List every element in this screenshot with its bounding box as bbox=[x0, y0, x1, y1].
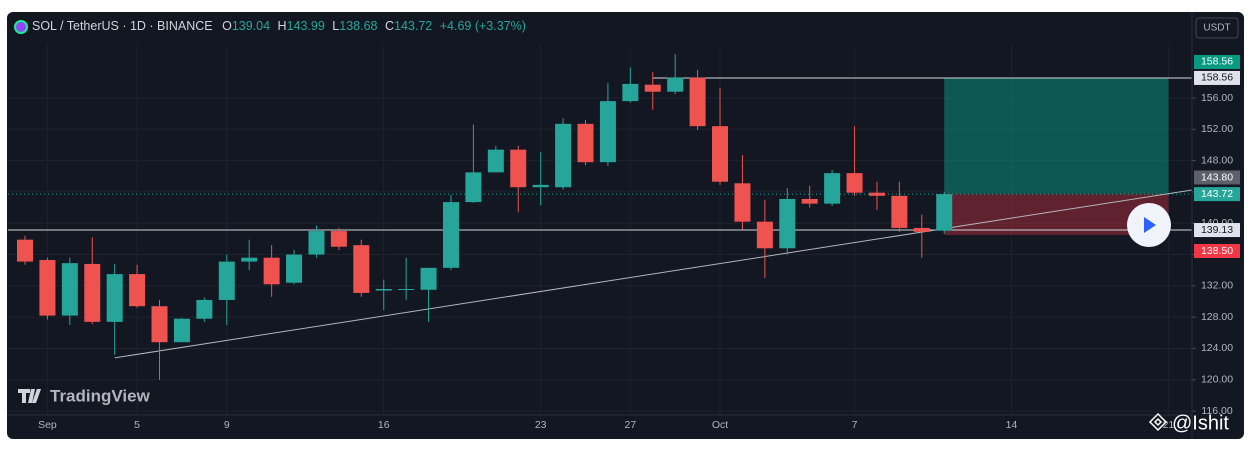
y-tick-label: 116.00 bbox=[1201, 405, 1232, 417]
x-tick-label: 23 bbox=[535, 419, 547, 431]
currency[interactable]: USDT bbox=[1203, 23, 1230, 34]
ohlc-label: H bbox=[278, 19, 287, 33]
change: +4.69 (+3.37%) bbox=[440, 19, 526, 33]
candle-body bbox=[936, 194, 953, 231]
price-tag bbox=[1194, 243, 1240, 258]
price-tag-label: 143.72 bbox=[1201, 188, 1233, 200]
play-icon[interactable] bbox=[1144, 217, 1156, 233]
candle-body bbox=[689, 77, 706, 127]
price-tag bbox=[1194, 223, 1240, 238]
brand: TradingView bbox=[18, 386, 151, 405]
candle-body bbox=[465, 172, 482, 203]
brand-name: TradingView bbox=[50, 386, 151, 405]
candle-body bbox=[398, 288, 415, 290]
x-tick-label: 21 bbox=[1163, 419, 1175, 431]
price-tag bbox=[1194, 187, 1240, 202]
candle-body bbox=[420, 267, 437, 290]
candle-body bbox=[173, 318, 190, 343]
candle-body bbox=[308, 231, 325, 255]
price-tag-label: 158.56 bbox=[1201, 56, 1233, 68]
candle-body bbox=[84, 263, 101, 322]
candle-body bbox=[868, 192, 885, 196]
currency-button[interactable] bbox=[1195, 17, 1239, 39]
candle-body bbox=[756, 221, 773, 249]
plot-area bbox=[8, 45, 1193, 415]
price-tag-label: 158.56 bbox=[1201, 72, 1233, 84]
price-tag-label: 143.80 bbox=[1201, 171, 1233, 183]
trendline bbox=[114, 189, 1193, 359]
y-tick-label: 148.00 bbox=[1201, 154, 1233, 166]
y-tick-label: 120.00 bbox=[1201, 374, 1233, 386]
price-tag bbox=[1194, 170, 1240, 185]
candle-body bbox=[712, 126, 729, 182]
x-tick-label: 14 bbox=[1006, 419, 1018, 431]
candle-body bbox=[734, 183, 751, 222]
panel bbox=[7, 12, 1244, 439]
x-tick-label: Sep bbox=[38, 419, 57, 431]
candle-body bbox=[599, 101, 616, 163]
x-tick-label: 7 bbox=[852, 419, 858, 431]
candle-body bbox=[532, 184, 549, 188]
candle-body bbox=[17, 239, 33, 262]
candle-body bbox=[801, 198, 818, 204]
candle-body bbox=[330, 231, 347, 247]
candle-body bbox=[286, 254, 303, 283]
candle-body bbox=[577, 123, 594, 163]
candle-body bbox=[846, 173, 863, 193]
ohlc-value: 138.68 bbox=[339, 19, 377, 33]
x-tick-label: 5 bbox=[134, 419, 140, 431]
symbol: SOL / TetherUS · 1D · BINANCE bbox=[32, 19, 213, 33]
candle-body bbox=[263, 257, 280, 285]
ohlc-value: 139.04 bbox=[232, 19, 270, 33]
price-tag-label: 139.13 bbox=[1201, 224, 1233, 236]
watermark: @Ishit bbox=[1172, 412, 1229, 434]
candle-body bbox=[555, 123, 572, 188]
target-zone bbox=[944, 77, 1169, 194]
x-tick-label: 16 bbox=[378, 419, 390, 431]
x-tick-label: 27 bbox=[624, 419, 636, 431]
candle-body bbox=[218, 261, 235, 300]
x-tick-label: Oct bbox=[712, 419, 728, 431]
y-tick-label: 156.00 bbox=[1201, 92, 1233, 104]
candle-body bbox=[39, 260, 56, 316]
ohlc-label: C bbox=[385, 19, 394, 33]
ohlc-label: L bbox=[332, 19, 339, 33]
candle-body bbox=[442, 202, 459, 268]
price-tag-label: 138.50 bbox=[1201, 245, 1233, 257]
candle-body bbox=[106, 274, 123, 322]
y-tick-label: 152.00 bbox=[1201, 123, 1233, 135]
candle-body bbox=[241, 257, 258, 262]
candle-body bbox=[61, 263, 78, 316]
candle-body bbox=[375, 288, 392, 291]
price-tag bbox=[1194, 54, 1240, 69]
price-tag bbox=[1194, 70, 1240, 85]
x-tick-label: 9 bbox=[224, 419, 230, 431]
candle-body bbox=[151, 306, 168, 343]
candle-body bbox=[891, 195, 908, 228]
watermark-icon bbox=[1148, 412, 1168, 432]
ohlc-value: 143.72 bbox=[394, 19, 432, 33]
candle-body bbox=[622, 83, 639, 102]
y-tick-label: 132.00 bbox=[1201, 280, 1233, 292]
brand-logo bbox=[18, 389, 41, 403]
y-tick-label: 128.00 bbox=[1201, 311, 1233, 323]
candle-body bbox=[667, 77, 684, 92]
ohlc-value: 143.99 bbox=[287, 19, 325, 33]
candle-body bbox=[353, 245, 370, 293]
ohlc-label: O bbox=[222, 19, 232, 33]
symbol-icon bbox=[14, 20, 28, 34]
candle-body bbox=[510, 149, 527, 188]
candle-body bbox=[196, 299, 213, 319]
candle-body bbox=[129, 274, 146, 307]
header: SOL / TetherUS · 1D · BINANCE O139.04 H1… bbox=[32, 19, 526, 33]
candle-body bbox=[824, 173, 841, 204]
candle-body bbox=[779, 198, 796, 249]
candle-body bbox=[913, 227, 930, 232]
y-tick-label: 124.00 bbox=[1201, 342, 1233, 354]
candle-body bbox=[487, 149, 504, 173]
candle-body bbox=[644, 84, 661, 92]
